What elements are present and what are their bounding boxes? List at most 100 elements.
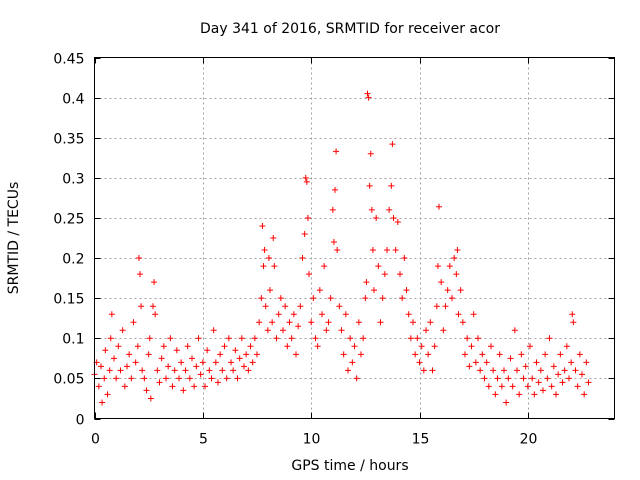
data-point (472, 359, 479, 366)
y-tick-label: 0.15 (53, 292, 84, 308)
data-point (141, 375, 148, 382)
data-point (262, 303, 269, 310)
data-point (180, 387, 187, 394)
data-point (95, 383, 102, 390)
data-point (340, 351, 347, 358)
data-point (310, 295, 317, 302)
data-point (418, 343, 425, 350)
data-point (275, 311, 282, 318)
data-point (303, 178, 310, 185)
data-point (509, 383, 516, 390)
data-point (379, 295, 386, 302)
data-point (249, 359, 256, 366)
data-point (154, 367, 161, 374)
data-point (364, 90, 371, 97)
data-point (457, 287, 464, 294)
data-point (427, 319, 434, 326)
data-point (392, 247, 399, 254)
grid-lines (94, 57, 615, 419)
data-point (119, 327, 126, 334)
data-point (102, 347, 109, 354)
data-point (267, 287, 273, 294)
data-point (524, 383, 531, 390)
data-point (444, 287, 451, 294)
data-point (516, 391, 523, 398)
data-point (219, 367, 226, 374)
data-point (286, 319, 293, 326)
data-point (295, 323, 302, 330)
data-point (511, 327, 518, 334)
data-point (121, 383, 128, 390)
data-point (98, 363, 104, 370)
y-tick-label: 0.4 (62, 92, 84, 108)
data-point (282, 303, 289, 310)
data-point (557, 351, 564, 358)
data-point (464, 335, 471, 342)
data-point (280, 327, 286, 334)
data-point (147, 395, 154, 402)
data-point (420, 367, 427, 374)
data-point (111, 355, 117, 362)
data-point (308, 319, 315, 326)
data-point (232, 347, 239, 354)
data-point (138, 303, 145, 310)
data-point (304, 214, 311, 221)
data-point (245, 367, 252, 374)
data-point (234, 375, 241, 382)
data-point (319, 311, 325, 318)
data-point (135, 255, 142, 262)
data-point (544, 375, 551, 382)
data-point (158, 355, 165, 362)
data-point (189, 355, 195, 362)
data-point (325, 319, 332, 326)
data-point (215, 379, 221, 386)
data-point (256, 319, 263, 326)
data-point (399, 295, 406, 302)
data-point (151, 279, 158, 286)
data-point (566, 375, 572, 382)
data-point (381, 271, 388, 278)
data-point (569, 311, 576, 318)
data-point (126, 351, 133, 358)
x-tick-label: 15 (412, 432, 430, 448)
y-tick-label: 0.35 (53, 132, 84, 148)
data-point (314, 343, 321, 350)
data-point (184, 343, 191, 350)
data-point (101, 375, 108, 382)
data-point (533, 359, 540, 366)
data-point (377, 319, 384, 326)
data-point (334, 247, 341, 254)
data-point (338, 327, 345, 334)
data-point (332, 186, 338, 193)
data-point (146, 335, 153, 342)
data-point (316, 287, 323, 294)
data-point (355, 319, 362, 326)
data-point (537, 367, 544, 374)
data-point (553, 391, 559, 398)
data-point (576, 351, 583, 358)
data-point (401, 255, 408, 262)
y-tick-label: 0.45 (53, 52, 84, 68)
data-point (466, 363, 473, 370)
data-point (241, 363, 247, 370)
x-tick-label: 5 (199, 432, 208, 448)
data-point (488, 343, 494, 350)
data-point (494, 375, 501, 382)
data-point (358, 351, 364, 358)
data-point (264, 327, 271, 334)
data-point (247, 343, 254, 350)
data-point (106, 367, 113, 374)
data-point (225, 335, 232, 342)
data-point (429, 367, 436, 374)
data-point (329, 206, 336, 213)
data-point (414, 335, 421, 342)
data-point (485, 383, 492, 390)
data-point (301, 230, 308, 237)
y-axis-label: SRMTID / TECUs (6, 182, 22, 295)
data-point (496, 351, 503, 358)
data-point (394, 218, 401, 225)
data-point (375, 263, 382, 270)
data-point (455, 311, 462, 318)
data-point (481, 375, 488, 382)
